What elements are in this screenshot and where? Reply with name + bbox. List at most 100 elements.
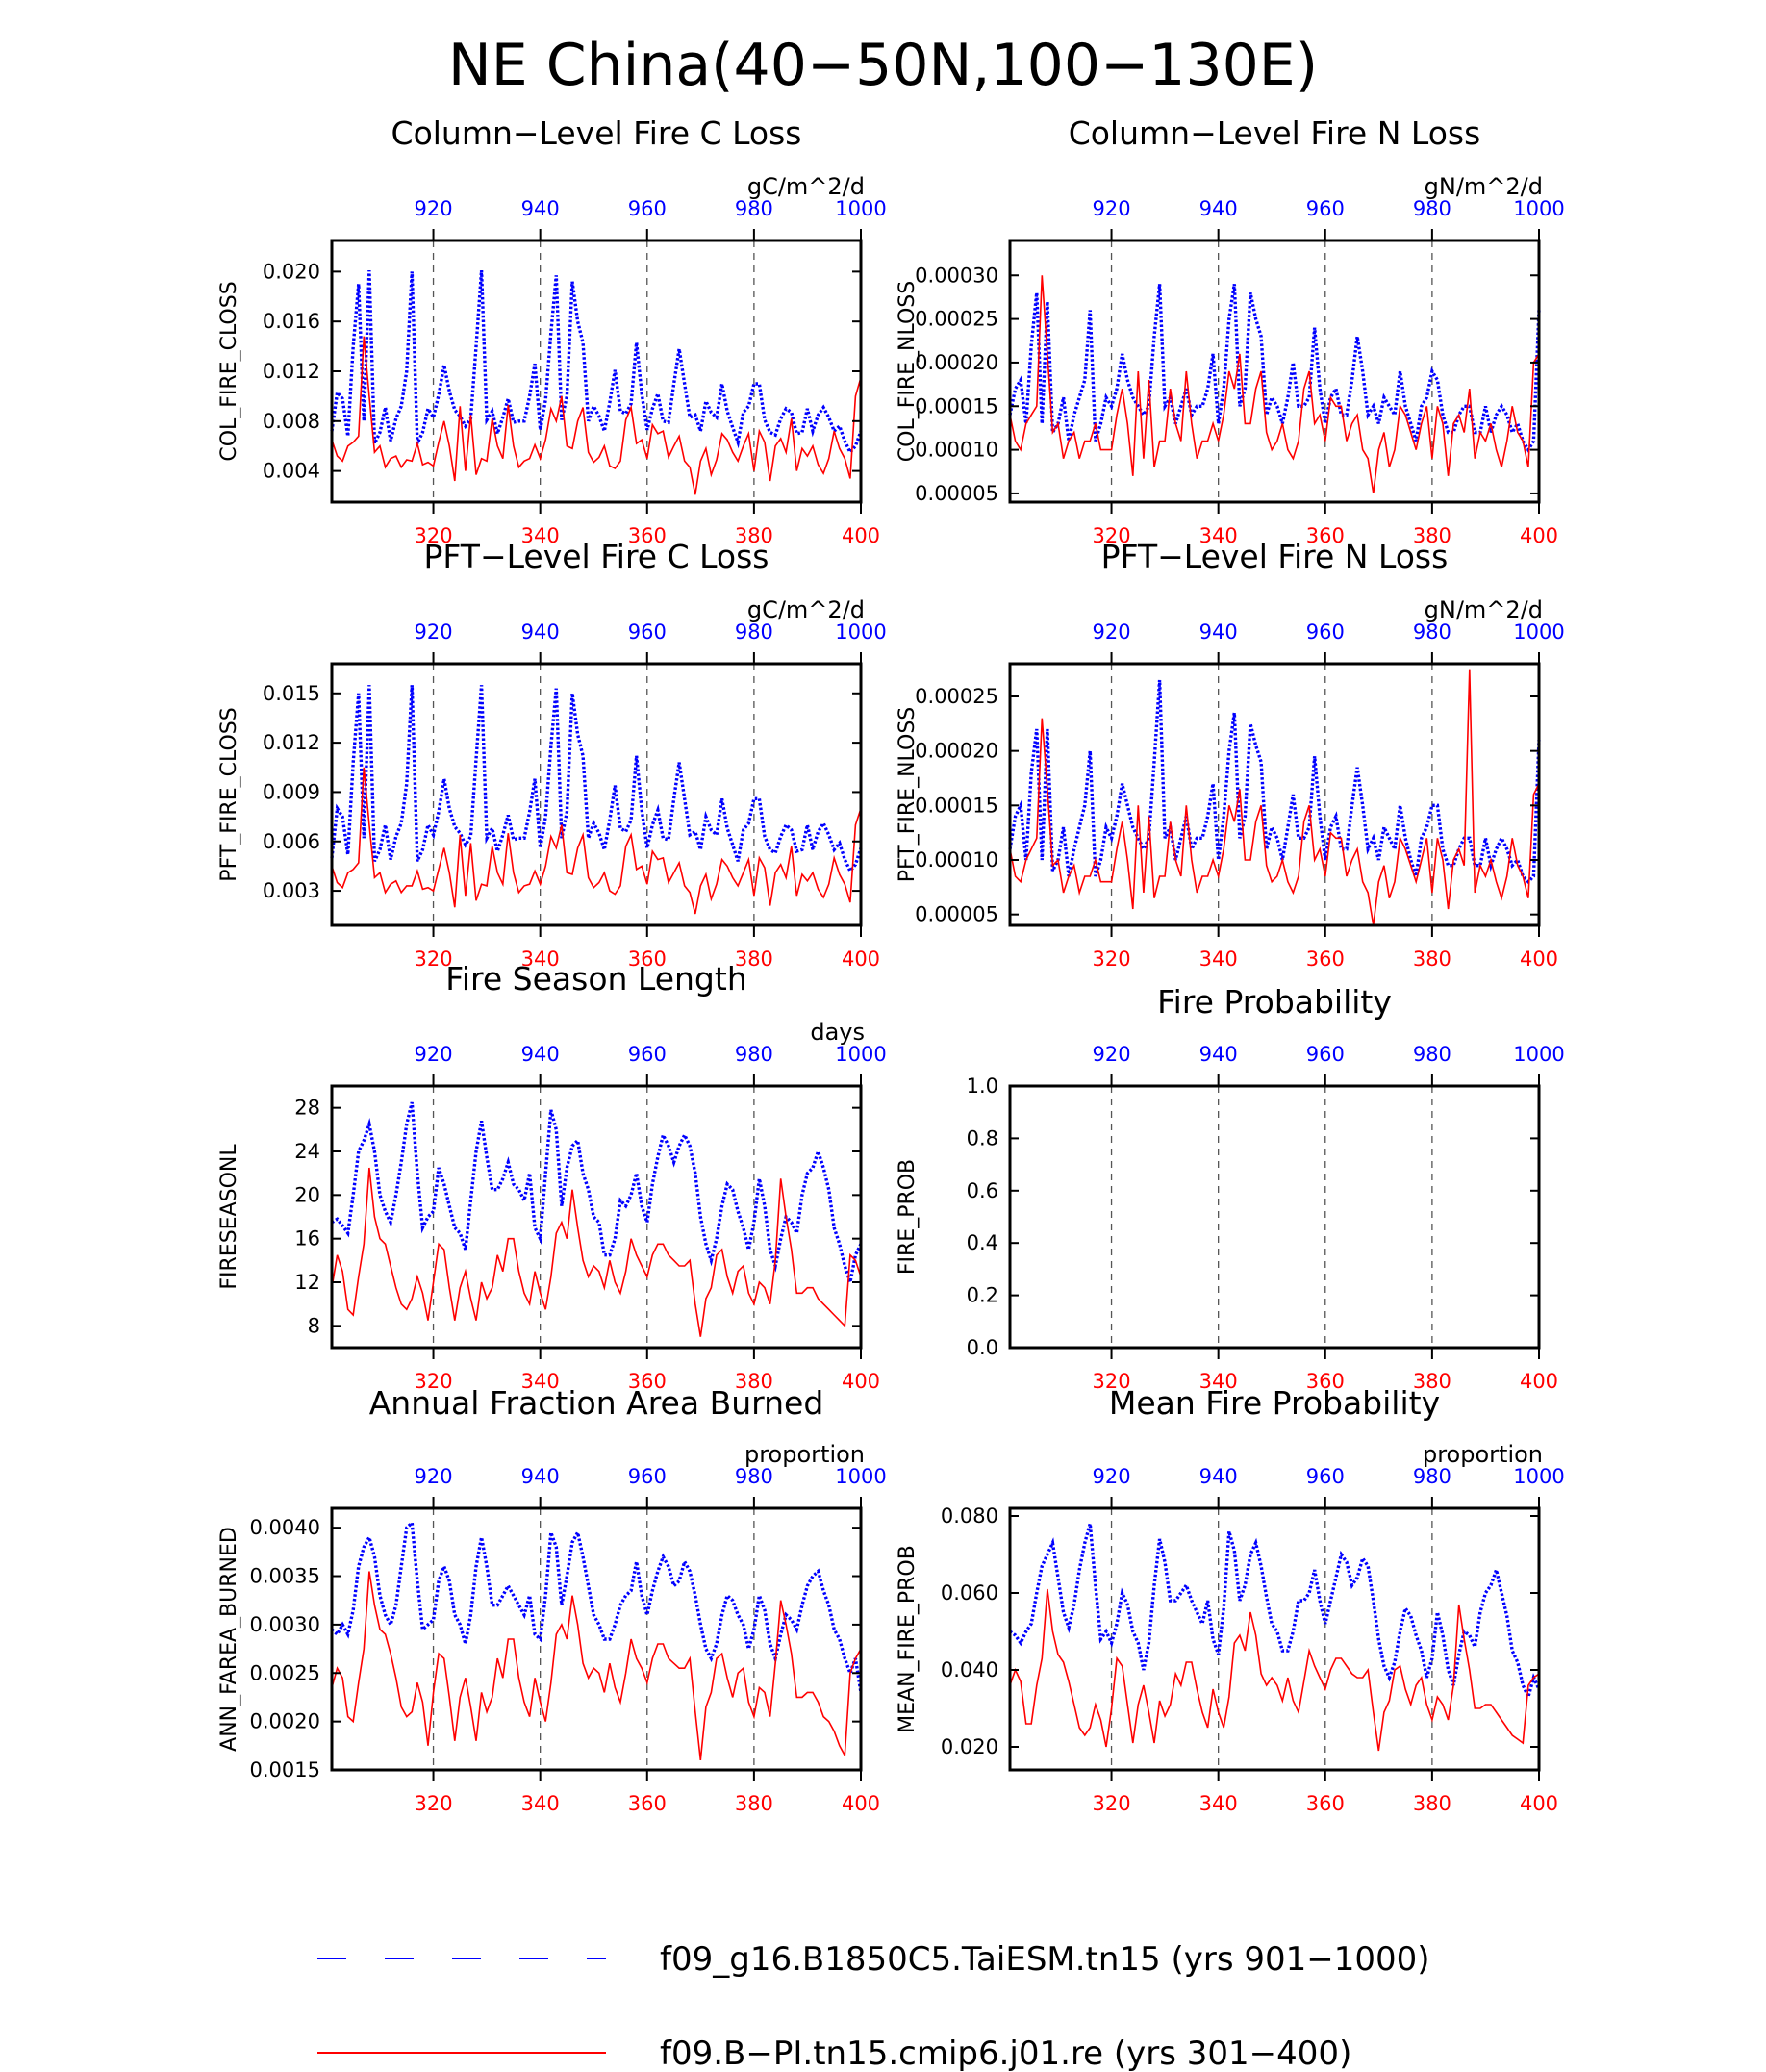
x-top-tick-label: 980 — [735, 1043, 773, 1066]
x-bottom-tick-label: 360 — [628, 1792, 667, 1815]
panel-title: PFT−Level Fire N Loss — [1101, 538, 1449, 575]
y-tick-label: 0.004 — [263, 460, 320, 483]
series-line-blue — [1008, 284, 1541, 453]
x-bottom-tick-label: 380 — [735, 1370, 773, 1393]
y-axis-label: MEAN_FIRE_PROB — [896, 1545, 920, 1733]
x-top-tick-label: 980 — [1413, 1465, 1451, 1488]
legend-label-1: f09.B−PI.tn15.cmip6.j01.re (yrs 301−400) — [660, 2034, 1351, 2072]
y-tick-label: 20 — [294, 1183, 320, 1206]
x-top-tick-label: 940 — [1199, 197, 1238, 220]
legend: f09_g16.B1850C5.TaiESM.tn15 (yrs 901−100… — [317, 1940, 1430, 2072]
plot-frame — [330, 662, 863, 927]
series-line-red — [331, 767, 862, 915]
y-tick-label: 0.8 — [967, 1126, 998, 1150]
x-top-tick-label: 960 — [1306, 1465, 1345, 1488]
units-label: gN/m^2/d — [1425, 173, 1543, 200]
panel-2: PFT−Level Fire C Loss gC/m^2/d PFT_FIRE_CL… — [217, 538, 887, 971]
y-tick-label: 0.00005 — [915, 903, 998, 926]
plot-frame — [1008, 239, 1541, 504]
plot-frame — [1008, 1084, 1541, 1350]
x-bottom-tick-label: 400 — [842, 948, 880, 971]
x-bottom-tick-label: 400 — [1520, 1370, 1558, 1393]
x-top-tick-label: 980 — [1413, 620, 1451, 644]
y-tick-label: 0.00020 — [915, 351, 998, 374]
x-top-tick-label: 1000 — [835, 1043, 886, 1066]
panel-7: Mean Fire Probability proportion MEAN_FIRE… — [896, 1384, 1565, 1815]
y-tick-label: 0.015 — [263, 682, 320, 705]
y-tick-label: 0.0030 — [250, 1613, 320, 1636]
panel-title: Column−Level Fire N Loss — [1069, 114, 1481, 152]
x-top-tick-label: 1000 — [835, 1465, 886, 1488]
y-tick-label: 0.00025 — [915, 685, 998, 708]
x-top-tick-label: 980 — [735, 197, 773, 220]
y-tick-label: 1.0 — [967, 1074, 998, 1098]
x-top-tick-label: 980 — [735, 1465, 773, 1488]
y-tick-label: 0.2 — [967, 1284, 998, 1307]
x-top-tick-label: 1000 — [835, 197, 886, 220]
panel-5: Fire Probability FIRE_PROB 0.0 0.2 0.4 0.6 0.8… — [896, 983, 1565, 1393]
y-tick-label: 0.0020 — [250, 1710, 320, 1733]
x-bottom-tick-label: 340 — [521, 524, 560, 547]
x-top-tick-label: 920 — [1093, 197, 1131, 220]
x-bottom-tick-label: 380 — [1413, 1370, 1451, 1393]
y-tick-label: 0.0040 — [250, 1516, 320, 1539]
x-top-tick-label: 960 — [1306, 620, 1345, 644]
x-top-tick-label: 920 — [415, 1465, 453, 1488]
x-bottom-tick-label: 320 — [1093, 1370, 1131, 1393]
y-tick-label: 0.0015 — [250, 1758, 320, 1781]
y-tick-label: 0.012 — [263, 360, 320, 383]
units-label: proportion — [744, 1441, 865, 1468]
y-tick-label: 0.016 — [263, 310, 320, 333]
x-bottom-tick-label: 400 — [1520, 1792, 1558, 1815]
series-line-red — [331, 336, 862, 495]
x-top-tick-label: 940 — [521, 1465, 560, 1488]
x-bottom-tick-label: 320 — [415, 1370, 453, 1393]
y-axis-label: COL_FIRE_CLOSS — [217, 281, 241, 461]
x-top-tick-label: 920 — [1093, 1043, 1131, 1066]
x-bottom-tick-label: 360 — [1306, 948, 1345, 971]
panel-3: PFT−Level Fire N Loss gN/m^2/d PFT_FIRE_NL… — [896, 538, 1565, 971]
x-bottom-tick-label: 340 — [1199, 948, 1238, 971]
y-tick-label: 0.009 — [263, 780, 320, 803]
units-label: days — [810, 1019, 865, 1046]
x-top-tick-label: 960 — [628, 1465, 667, 1488]
x-top-tick-label: 920 — [415, 197, 453, 220]
panel-title: PFT−Level Fire C Loss — [423, 538, 769, 575]
y-tick-label: 0.00010 — [915, 848, 998, 872]
x-bottom-tick-label: 400 — [1520, 948, 1558, 971]
legend-label-0: f09_g16.B1850C5.TaiESM.tn15 (yrs 901−100… — [660, 1940, 1430, 1979]
panels: Column−Level Fire C Loss gC/m^2/d COL_FIRE… — [217, 114, 1565, 1815]
x-bottom-tick-label: 320 — [1093, 1792, 1131, 1815]
y-tick-label: 0.003 — [263, 879, 320, 902]
y-tick-label: 0.00015 — [915, 394, 998, 417]
x-top-tick-label: 920 — [1093, 1465, 1131, 1488]
y-tick-label: 0.0 — [967, 1336, 998, 1359]
x-top-tick-label: 1000 — [1513, 1465, 1564, 1488]
x-bottom-tick-label: 340 — [1199, 1370, 1238, 1393]
y-tick-label: 0.006 — [263, 830, 320, 853]
plot-frame — [330, 1506, 863, 1772]
x-bottom-tick-label: 360 — [628, 1370, 667, 1393]
panel-4: Fire Season Length days FIRESEASONL 8 12 16 20… — [217, 960, 887, 1393]
plot-frame — [1008, 1506, 1541, 1772]
x-top-tick-label: 1000 — [835, 620, 886, 644]
series-line-red — [331, 1571, 862, 1760]
panel-title: Column−Level Fire C Loss — [391, 114, 802, 152]
x-top-tick-label: 960 — [628, 197, 667, 220]
units-label: gN/m^2/d — [1425, 596, 1543, 623]
y-tick-label: 0.020 — [263, 260, 320, 283]
x-bottom-tick-label: 340 — [521, 1370, 560, 1393]
x-bottom-tick-label: 320 — [415, 1792, 453, 1815]
y-axis-label: PFT_FIRE_NLOSS — [896, 707, 920, 882]
y-tick-label: 0.6 — [967, 1179, 998, 1202]
x-top-tick-label: 1000 — [1513, 1043, 1564, 1066]
series-line-blue — [1009, 1523, 1541, 1702]
x-bottom-tick-label: 340 — [521, 1792, 560, 1815]
series-line-red — [331, 1167, 862, 1337]
x-top-tick-label: 940 — [1199, 1043, 1238, 1066]
x-top-tick-label: 980 — [1413, 197, 1451, 220]
x-bottom-tick-label: 360 — [1306, 1370, 1345, 1393]
series-line-blue — [330, 685, 863, 874]
x-bottom-tick-label: 400 — [842, 524, 880, 547]
y-tick-label: 0.040 — [941, 1658, 998, 1681]
